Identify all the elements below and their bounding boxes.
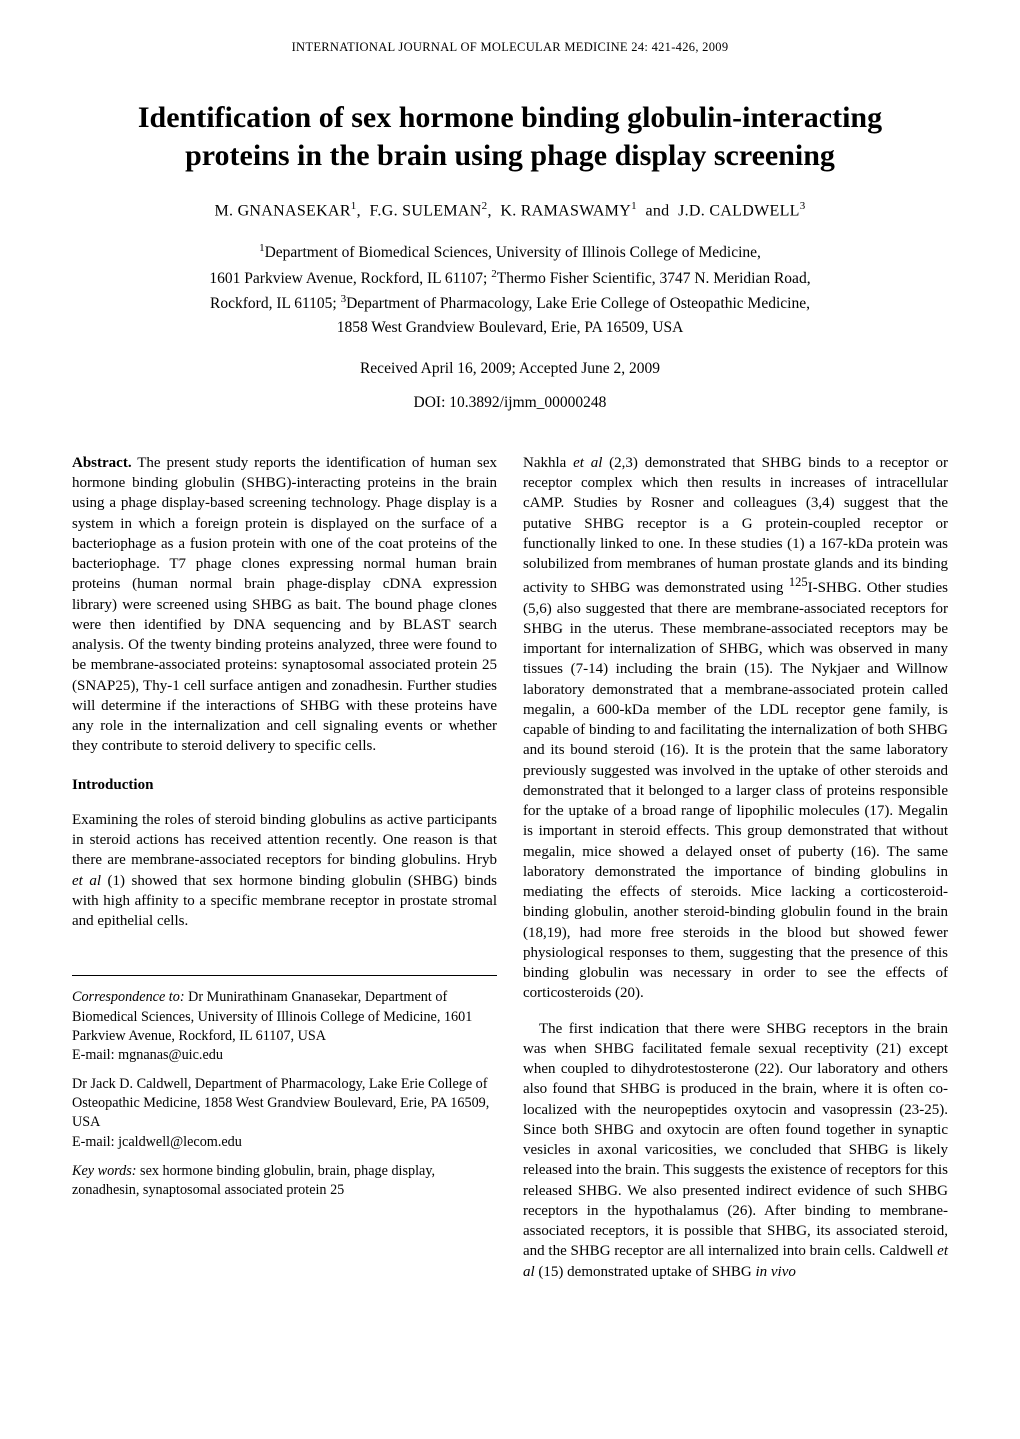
title-line-1: Identification of sex hormone binding gl… — [138, 101, 882, 134]
abstract-paragraph: Abstract. The present study reports the … — [72, 453, 497, 757]
correspondence-block: Correspondence to: Dr Munirathinam Gnana… — [72, 988, 497, 1200]
authors: M. GNANASEKAR1, F.G. SULEMAN2, K. RAMASW… — [72, 200, 948, 220]
correspondence-1: Correspondence to: Dr Munirathinam Gnana… — [72, 988, 497, 1046]
introduction-paragraph-1: Examining the roles of steroid binding g… — [72, 810, 497, 932]
introduction-heading: Introduction — [72, 775, 497, 795]
keywords-label: Key words: — [72, 1163, 137, 1179]
doi: DOI: 10.3892/ijmm_00000248 — [72, 394, 948, 412]
title-line-2: proteins in the brain using phage displa… — [185, 139, 835, 172]
affiliations: 1Department of Biomedical Sciences, Univ… — [72, 240, 948, 340]
right-paragraph-2: The first indication that there were SHB… — [523, 1019, 948, 1282]
correspondence-label: Correspondence to: — [72, 989, 185, 1005]
correspondence-2-text: Dr Jack D. Caldwell, Department of Pharm… — [72, 1075, 497, 1133]
right-paragraph-1: Nakhla et al (2,3) demonstrated that SHB… — [523, 453, 948, 1004]
running-header: INTERNATIONAL JOURNAL OF MOLECULAR MEDIC… — [72, 40, 948, 55]
page: INTERNATIONAL JOURNAL OF MOLECULAR MEDIC… — [0, 0, 1020, 1322]
correspondence-1-email: E-mail: mgnanas@uic.edu — [72, 1046, 497, 1065]
correspondence-divider — [72, 975, 497, 976]
abstract-text: The present study reports the identifica… — [72, 455, 497, 755]
keywords: Key words: sex hormone binding globulin,… — [72, 1162, 497, 1200]
right-column: Nakhla et al (2,3) demonstrated that SHB… — [523, 438, 948, 1282]
two-column-body: Abstract. The present study reports the … — [72, 438, 948, 1282]
correspondence-2-email: E-mail: jcaldwell@lecom.edu — [72, 1133, 497, 1152]
received-accepted: Received April 16, 2009; Accepted June 2… — [72, 360, 948, 378]
left-column: Abstract. The present study reports the … — [72, 438, 497, 1282]
abstract-label: Abstract. — [72, 455, 132, 471]
article-title: Identification of sex hormone binding gl… — [72, 99, 948, 174]
